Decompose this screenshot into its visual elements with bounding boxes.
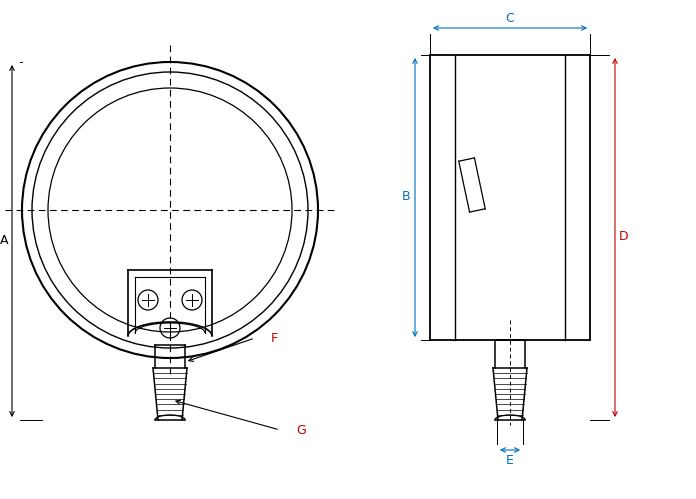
Text: C: C [505,11,514,24]
Text: F: F [271,331,278,344]
Text: A: A [0,235,8,248]
Text: E: E [506,454,514,467]
Text: B: B [402,191,411,204]
Text: G: G [296,424,306,437]
Text: D: D [619,231,628,244]
